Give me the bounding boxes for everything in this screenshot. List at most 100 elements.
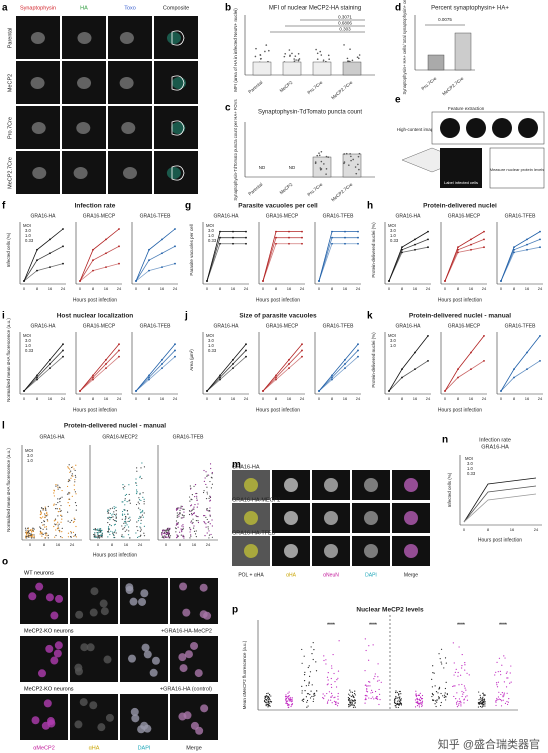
dot: [211, 483, 213, 485]
dot: [323, 659, 325, 662]
x-tick-label: 16: [343, 396, 348, 401]
dot: [205, 497, 208, 500]
dot: [39, 530, 41, 532]
cell: [284, 544, 298, 558]
x-tick-label: 8: [92, 396, 95, 401]
curve: [388, 231, 429, 282]
dot: [312, 698, 315, 700]
dot: [464, 687, 466, 689]
dot: [306, 701, 308, 703]
dot: [376, 696, 378, 698]
dot: [267, 706, 269, 708]
axis-label: Parasite vacuoles per cell: [189, 224, 194, 275]
cell: [324, 511, 338, 525]
dot: [25, 531, 27, 533]
dot: [176, 514, 178, 516]
dot: [438, 686, 441, 688]
dot: [195, 492, 197, 495]
dot: [336, 705, 339, 707]
dot: [443, 667, 445, 669]
dot: [167, 532, 169, 535]
dot: [109, 524, 111, 526]
point: [331, 374, 333, 377]
point: [135, 390, 137, 392]
dot: [484, 705, 486, 707]
dot: [53, 503, 55, 505]
axis-label: Hours post infection: [438, 407, 482, 413]
cell: [364, 478, 378, 492]
legend-entry: 0.33: [390, 238, 399, 243]
curve: [388, 246, 429, 282]
subpanel-title: GRA16-MECP: [448, 213, 481, 219]
dot: [57, 515, 59, 517]
dot: [331, 665, 333, 667]
dot: [135, 532, 137, 534]
dot: [394, 701, 396, 703]
dot: [40, 511, 42, 513]
dot: [456, 692, 458, 694]
dot: [44, 506, 46, 508]
dot: [206, 509, 208, 511]
x-tick-label: 0: [97, 542, 100, 547]
dot: [510, 665, 512, 667]
legend-entry: 3.0: [25, 228, 31, 233]
dot: [265, 705, 267, 707]
panel-letter: i: [2, 311, 5, 322]
dot: [128, 530, 130, 532]
point: [483, 359, 485, 362]
dot: [209, 500, 211, 502]
dot: [193, 506, 195, 508]
dot: [420, 696, 422, 698]
x-tick-label: 24: [356, 396, 361, 401]
x-tick-label: 8: [331, 396, 334, 401]
dot: [417, 698, 419, 701]
dot: [110, 530, 112, 532]
point: [148, 374, 150, 377]
dot: [374, 690, 377, 693]
dot: [61, 518, 63, 520]
dot: [107, 511, 109, 513]
dot: [399, 690, 401, 693]
dot: [69, 521, 71, 523]
point: [92, 269, 94, 272]
dot: [209, 496, 212, 498]
dot: [59, 498, 61, 500]
dot: [354, 694, 356, 696]
x-tick-label: 24: [138, 542, 143, 547]
dot: [55, 503, 57, 506]
dot: [138, 517, 140, 520]
dot: [59, 531, 61, 533]
dot: [333, 700, 335, 702]
dot: [399, 702, 402, 704]
axis-label: Hours post infection: [256, 407, 300, 413]
dot: [349, 153, 351, 155]
dot: [195, 515, 197, 517]
dot: [57, 486, 59, 488]
dot: [496, 684, 498, 686]
column-header: HA: [80, 5, 88, 11]
dot: [58, 523, 60, 525]
dot: [175, 509, 178, 511]
dot: [480, 702, 482, 704]
dot: [124, 499, 126, 502]
dot: [351, 702, 353, 704]
nucleus: [74, 720, 83, 729]
dot: [351, 694, 354, 696]
dot: [211, 536, 213, 538]
dot: [182, 534, 184, 537]
dot: [32, 527, 34, 530]
dot: [284, 699, 287, 701]
dot: [337, 692, 339, 695]
dot: [347, 703, 350, 706]
point: [288, 358, 290, 361]
x-tick-label: 0: [388, 286, 391, 291]
dot: [177, 535, 179, 537]
dot: [136, 521, 138, 523]
cell: [244, 478, 258, 492]
point: [318, 390, 320, 392]
dot: [71, 475, 73, 477]
point: [331, 230, 333, 233]
axis-label: Protein-delivered nuclei (%): [371, 332, 376, 388]
dot: [303, 655, 305, 657]
dot: [312, 658, 314, 661]
